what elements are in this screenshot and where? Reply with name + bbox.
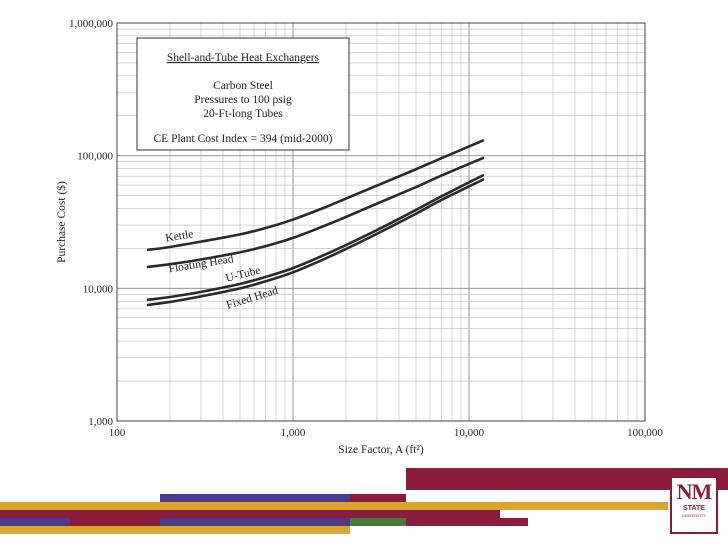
x-tick-label: 1,000 — [281, 427, 306, 439]
legend-title: Shell-and-Tube Heat Exchangers — [167, 52, 320, 64]
series-line-fixed-head — [146, 178, 485, 307]
legend-line-2: Pressures to 100 psig — [194, 94, 292, 106]
legend-line-3: 20-Ft-long Tubes — [203, 108, 283, 120]
logo-nm: NM — [676, 479, 713, 504]
footer-stripe — [160, 494, 350, 502]
x-tick-label: 10,000 — [454, 427, 485, 439]
nmsu-logo: NM STATE UNIVERSITY — [670, 476, 718, 534]
footer-stripe — [160, 502, 350, 510]
y-tick-label: 1,000,000 — [69, 18, 114, 30]
footer-stripe — [406, 468, 728, 490]
y-axis-title: Purchase Cost ($) — [55, 181, 68, 263]
series-line-floating-head — [146, 156, 485, 269]
y-tick-label: 10,000 — [83, 283, 114, 295]
footer-stripe — [350, 502, 668, 510]
series-line-u-tube — [146, 174, 485, 302]
footer-stripe — [70, 510, 160, 518]
legend-box: Shell-and-Tube Heat Exchangers Carbon St… — [136, 37, 350, 151]
y-axis-ticks: 1,000 10,000 100,000 1,000,000 — [69, 18, 114, 428]
plot-frame — [116, 22, 646, 422]
footer-stripe — [0, 510, 70, 518]
legend-line-1: Carbon Steel — [213, 80, 273, 92]
footer-stripe — [350, 494, 406, 502]
footer-banner — [0, 462, 728, 546]
chart: 100 1,000 10,000 100,000 1,00010,000100,000… — [55, 18, 664, 456]
y-tick-label: 100,000 — [77, 151, 113, 163]
x-axis-ticks: 100 1,000 10,000 100,000 — [109, 427, 664, 439]
footer-stripe — [406, 518, 528, 526]
curve-label-u-tube: U-Tube — [225, 265, 262, 285]
y-tick-label: 1,000 — [88, 416, 113, 428]
footer-stripe — [160, 526, 350, 534]
x-tick-label: 100,000 — [627, 427, 663, 439]
footer-stripe — [160, 518, 350, 526]
logo-university: UNIVERSITY — [681, 513, 706, 518]
footer-stripe — [350, 510, 500, 518]
legend-footer: CE Plant Cost Index = 394 (mid-2000) — [154, 133, 333, 145]
footer-stripe — [70, 518, 160, 526]
x-tick-label: 100 — [109, 427, 126, 439]
curve-label-kettle: Kettle — [165, 228, 195, 244]
footer-stripe — [0, 526, 160, 534]
series-line-kettle — [146, 139, 485, 252]
footer-stripe — [350, 518, 406, 526]
footer-stripe — [0, 518, 70, 526]
footer-stripe — [160, 510, 350, 518]
logo-state: STATE — [683, 505, 705, 512]
footer-stripe — [0, 502, 160, 510]
x-axis-title: Size Factor, A (ft²) — [338, 444, 424, 456]
series-layer — [146, 139, 485, 307]
